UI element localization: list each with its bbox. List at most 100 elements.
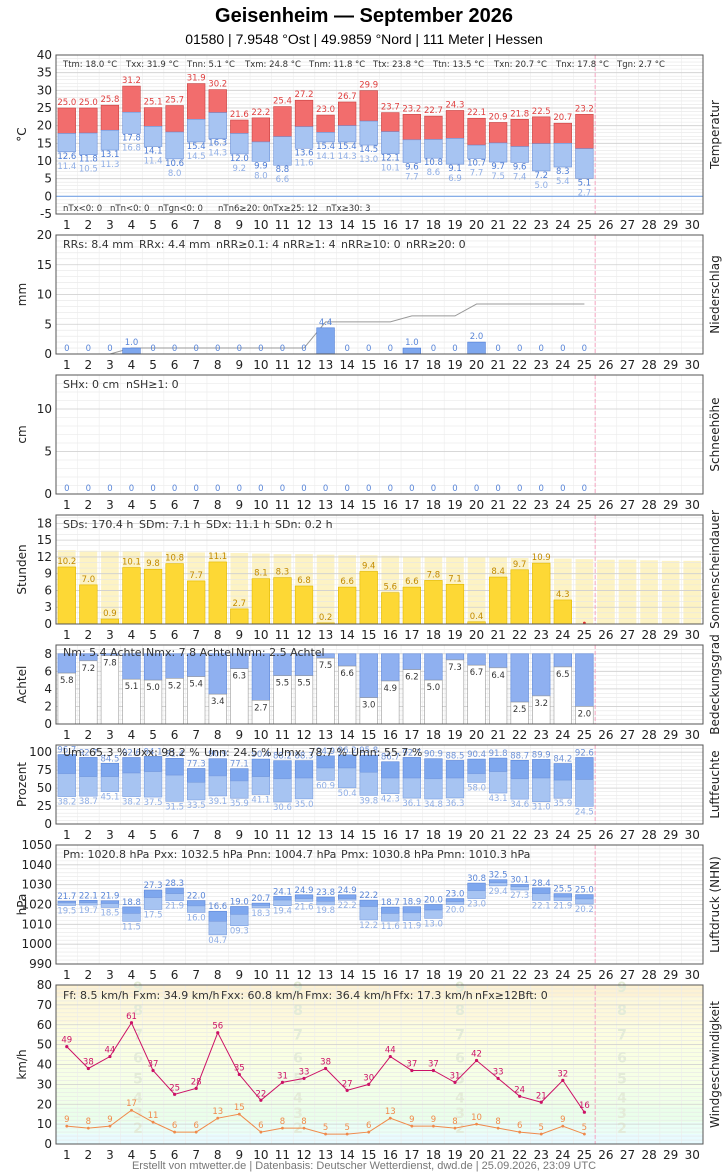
temperature-min-label: 9.9 bbox=[254, 161, 268, 171]
pressure-y-tick-label: 1040 bbox=[21, 858, 52, 872]
humidity-lower-bar bbox=[316, 767, 335, 781]
wind-mean-point bbox=[130, 1108, 133, 1112]
temperature-max-bar bbox=[165, 105, 184, 133]
temperature-min-bar bbox=[143, 126, 163, 147]
wind-mean-label: 8 bbox=[280, 1117, 285, 1127]
precipitation-day-tick-label: 2 bbox=[85, 358, 93, 372]
precipitation-value-label: 1.0 bbox=[125, 338, 139, 348]
precipitation-day-tick-label: 30 bbox=[685, 358, 700, 372]
humidity-upper-bar bbox=[532, 759, 551, 779]
precipitation-frame bbox=[55, 234, 704, 355]
pressure-max-label: 20.7 bbox=[251, 894, 270, 904]
cloud-value-label: 3.4 bbox=[211, 697, 225, 707]
humidity-lower-bar bbox=[122, 772, 141, 797]
temperature-ground-label: 8.6 bbox=[427, 168, 441, 178]
wind-gust-point bbox=[302, 1076, 306, 1081]
humidity-upper-bar bbox=[187, 768, 206, 783]
wind-day-tick-label: 1 bbox=[63, 1148, 71, 1162]
sunshine-value-label: 6.6 bbox=[340, 577, 354, 587]
temperature-max-label: 31.2 bbox=[122, 76, 141, 86]
wind-mean-point bbox=[345, 1132, 349, 1136]
wind-y-tick-label: 30 bbox=[37, 1077, 52, 1091]
temperature-min-bar bbox=[338, 125, 357, 143]
humidity-lower-bar bbox=[57, 773, 76, 797]
wind-mean-point bbox=[367, 1130, 371, 1134]
temperature-ground-label: 7.5 bbox=[491, 172, 505, 182]
sunshine-y-axis-label: Stunden bbox=[15, 544, 29, 594]
snow-value-label: 0 bbox=[64, 484, 69, 494]
temperature-stat: Txn: 20.7 °C bbox=[493, 60, 547, 70]
temperature-max-label: 23.2 bbox=[402, 104, 421, 114]
sunshine-bar bbox=[230, 608, 249, 625]
wind-beaufort-digit: 4 bbox=[617, 1090, 627, 1106]
wind-day-tick-label: 6 bbox=[171, 1148, 179, 1162]
wind-beaufort-digit: 3 bbox=[617, 1106, 627, 1122]
pressure-side-label: Luftdruck (NHN) bbox=[708, 856, 722, 953]
precipitation-bar bbox=[402, 347, 421, 355]
wind-day-tick-label: 12 bbox=[296, 1148, 311, 1162]
humidity-y-tick-label: 75 bbox=[37, 763, 52, 777]
temperature-min-bar bbox=[402, 139, 421, 163]
precipitation-day-tick-label: 11 bbox=[275, 358, 290, 372]
precipitation-value-label: 0 bbox=[107, 344, 112, 354]
sunshine-day-tick-label: 1 bbox=[63, 628, 71, 642]
snow-day-tick-label: 10 bbox=[253, 498, 268, 512]
pressure-max-label: 30.1 bbox=[510, 875, 529, 885]
pressure-lower-bar bbox=[338, 898, 357, 901]
pressure-stat: Pmx: 1030.8 hPa bbox=[341, 848, 434, 861]
cloud-value-label: 7.8 bbox=[103, 659, 117, 669]
snow-day-tick-label: 24 bbox=[555, 498, 570, 512]
snow-day-tick-label: 30 bbox=[685, 498, 700, 512]
humidity-stat: Uxx: 98.2 % bbox=[133, 746, 200, 759]
snow-value-label: 0 bbox=[129, 484, 134, 494]
temperature-y-tick-label: 20 bbox=[37, 119, 52, 133]
cloud-value-label: 5.0 bbox=[427, 683, 441, 693]
snow-value-label: 0 bbox=[237, 484, 242, 494]
wind-day-tick-label: 20 bbox=[469, 1148, 484, 1162]
clouds-y-axis-label: Achtel bbox=[15, 666, 29, 704]
snow-day-tick-label: 20 bbox=[469, 498, 484, 512]
wind-beaufort-digit: 2 bbox=[133, 1121, 143, 1137]
humidity-upper-bar bbox=[553, 763, 572, 781]
cloud-value-label: 6.3 bbox=[233, 672, 247, 682]
temperature-ground-label: 6.9 bbox=[448, 174, 462, 184]
snow-day-tick-label: 14 bbox=[340, 498, 355, 512]
cloud-value-label: 6.7 bbox=[470, 668, 484, 678]
pressure-min-label: 11.6 bbox=[381, 922, 400, 932]
pressure-max-label: 24.9 bbox=[295, 886, 314, 896]
pressure-lower-bar bbox=[251, 905, 271, 909]
wind-beaufort-digit: 2 bbox=[455, 1121, 465, 1137]
wind-mean-label: 11 bbox=[148, 1111, 159, 1121]
humidity-max-label: 90.9 bbox=[424, 750, 443, 760]
wind-gust-point bbox=[151, 1068, 155, 1073]
pressure-lower-bar bbox=[532, 893, 551, 901]
pressure-min-label: 11.5 bbox=[122, 922, 141, 932]
wind-y-axis-label: km/h bbox=[15, 1049, 29, 1079]
humidity-day-tick-label: 5 bbox=[149, 828, 157, 842]
temperature-day-tick-label: 18 bbox=[426, 218, 441, 232]
snow-day-tick-label: 18 bbox=[426, 498, 441, 512]
snow-value-label: 0 bbox=[517, 484, 522, 494]
cloud-value-label: 5.8 bbox=[60, 676, 74, 686]
wind-mean-label: 6 bbox=[172, 1121, 177, 1131]
pressure-max-label: 21.7 bbox=[57, 892, 76, 902]
sunshine-value-label: 8.3 bbox=[276, 568, 290, 578]
temperature-max-label: 23.7 bbox=[381, 103, 400, 113]
wind-gust-point bbox=[410, 1068, 414, 1073]
temperature-stat: Tnn: 5.1 °C bbox=[186, 60, 235, 70]
temperature-y-tick-label: 15 bbox=[37, 136, 52, 150]
precipitation-value-label: 0 bbox=[86, 344, 91, 354]
wind-mean-point bbox=[216, 1116, 220, 1120]
temperature-ground-label: 10.1 bbox=[381, 164, 400, 174]
humidity-day-tick-label: 21 bbox=[490, 828, 505, 842]
pressure-max-label: 22.1 bbox=[79, 891, 98, 901]
temperature-max-bar bbox=[402, 114, 421, 141]
wind-day-tick-label: 17 bbox=[404, 1148, 419, 1162]
pressure-lower-bar bbox=[230, 914, 249, 927]
wind-mean-label: 13 bbox=[385, 1107, 396, 1117]
temperature-min-label: 13.6 bbox=[295, 148, 314, 158]
